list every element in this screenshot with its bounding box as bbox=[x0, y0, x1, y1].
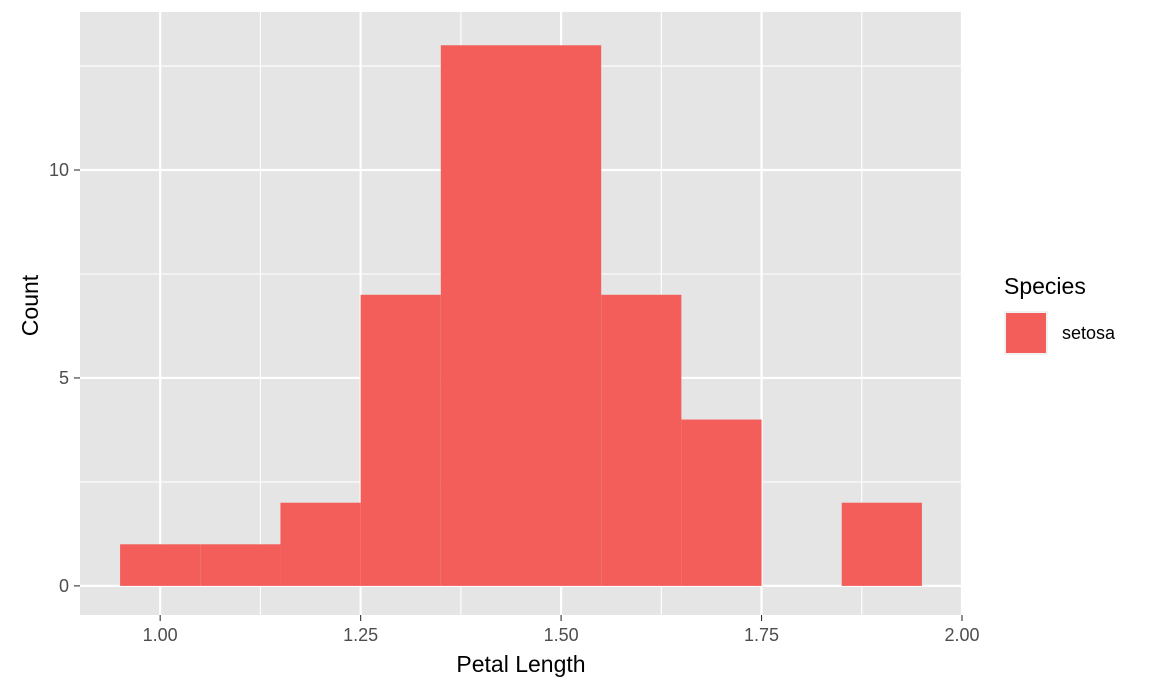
y-axis: 0 5 10 bbox=[49, 160, 80, 596]
legend-label: setosa bbox=[1062, 323, 1116, 343]
histogram-bar bbox=[280, 502, 361, 586]
x-tick-label: 2.00 bbox=[944, 625, 979, 645]
histogram-bar bbox=[360, 294, 441, 586]
legend-items: setosa bbox=[1004, 311, 1116, 355]
x-tick-label: 1.50 bbox=[544, 625, 579, 645]
y-tick-label: 10 bbox=[49, 160, 69, 180]
x-tick-label: 1.00 bbox=[143, 625, 178, 645]
histogram-bar bbox=[681, 419, 762, 586]
histogram-bar bbox=[601, 294, 682, 586]
histogram-bar bbox=[200, 544, 281, 586]
legend: Species setosa bbox=[1004, 273, 1116, 355]
histogram-bar bbox=[440, 45, 521, 586]
legend-title: Species bbox=[1004, 273, 1086, 299]
x-axis-title: Petal Length bbox=[456, 651, 585, 677]
x-tick-label: 1.75 bbox=[744, 625, 779, 645]
histogram-bar bbox=[521, 45, 602, 586]
legend-swatch bbox=[1006, 313, 1046, 353]
histogram-bar bbox=[120, 544, 201, 586]
y-axis-title: Count bbox=[17, 274, 43, 336]
y-tick-label: 0 bbox=[59, 576, 69, 596]
x-tick-label: 1.25 bbox=[343, 625, 378, 645]
histogram-bars bbox=[120, 45, 922, 586]
histogram-bar bbox=[841, 502, 922, 586]
y-tick-label: 5 bbox=[59, 368, 69, 388]
x-axis: 1.00 1.25 1.50 1.75 2.00 bbox=[143, 615, 980, 645]
